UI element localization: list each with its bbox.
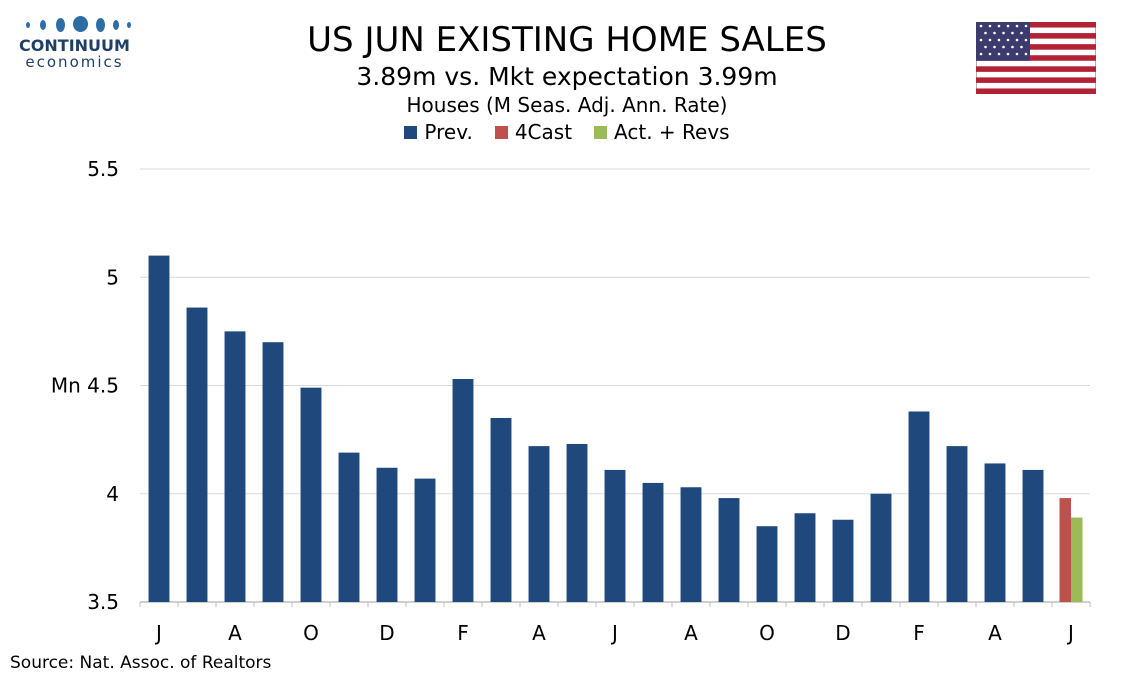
bar-4cast bbox=[1059, 498, 1071, 602]
bar-prev bbox=[566, 443, 588, 602]
chart-unit-label: Houses (M Seas. Adj. Ann. Rate) bbox=[406, 93, 728, 117]
bar-prev bbox=[148, 255, 170, 602]
x-tick-label: F bbox=[913, 621, 925, 645]
bar-prev bbox=[680, 487, 702, 602]
x-tick-label: F bbox=[457, 621, 469, 645]
logo-subtitle: economics bbox=[25, 53, 124, 71]
source-note: Source: Nat. Assoc. of Realtors bbox=[10, 653, 272, 673]
chart-legend: Prev. 4Cast Act. + Revs bbox=[0, 120, 1134, 144]
bar-prev bbox=[908, 411, 930, 602]
x-tick-label: A bbox=[228, 621, 242, 645]
bar-prev bbox=[794, 513, 816, 602]
x-tick-label: J bbox=[154, 621, 162, 645]
y-tick-label: 5.5 bbox=[87, 157, 119, 181]
x-tick-label: J bbox=[1066, 621, 1074, 645]
legend-item-4cast: 4Cast bbox=[494, 120, 573, 144]
bar-prev bbox=[832, 519, 854, 602]
bar-actual bbox=[1071, 517, 1083, 602]
x-tick-label: O bbox=[303, 621, 319, 645]
chart-title: US JUN EXISTING HOME SALES bbox=[307, 20, 827, 60]
us-flag-icon bbox=[976, 22, 1096, 94]
continuum-logo: CONTINUUM economics bbox=[12, 14, 137, 71]
y-tick-label: Mn 4.5 bbox=[51, 374, 119, 398]
x-tick-label: D bbox=[835, 621, 850, 645]
bar-prev bbox=[870, 493, 892, 602]
chart-subtitle: 3.89m vs. Mkt expectation 3.99m bbox=[356, 62, 778, 91]
x-tick-label: J bbox=[610, 621, 618, 645]
legend-item-prev: Prev. bbox=[404, 120, 473, 144]
logo-dots-icon bbox=[12, 14, 137, 36]
y-tick-label: 5 bbox=[106, 265, 119, 289]
bar-prev bbox=[186, 307, 208, 602]
bar-prev bbox=[946, 446, 968, 602]
legend-label-actual: Act. + Revs bbox=[614, 120, 730, 144]
legend-label-4cast: 4Cast bbox=[514, 120, 573, 144]
bar-prev bbox=[528, 446, 550, 602]
legend-swatch-4cast bbox=[494, 125, 508, 139]
legend-label-prev: Prev. bbox=[424, 120, 473, 144]
bar-prev bbox=[984, 463, 1006, 602]
bar-prev bbox=[414, 478, 436, 602]
y-tick-label: 4 bbox=[106, 482, 119, 506]
y-tick-label: 3.5 bbox=[87, 590, 119, 614]
x-tick-label: A bbox=[532, 621, 546, 645]
bar-prev bbox=[490, 417, 512, 602]
bar-prev bbox=[376, 467, 398, 602]
bar-prev bbox=[642, 482, 664, 602]
bar-prev bbox=[262, 342, 284, 602]
bar-prev bbox=[224, 331, 246, 602]
bar-prev bbox=[718, 498, 740, 602]
logo-name: CONTINUUM bbox=[19, 36, 130, 55]
bar-prev bbox=[300, 387, 322, 602]
x-tick-label: A bbox=[684, 621, 698, 645]
x-tick-label: O bbox=[759, 621, 775, 645]
bar-prev bbox=[338, 452, 360, 602]
x-tick-label: D bbox=[379, 621, 394, 645]
bar-prev bbox=[1022, 469, 1044, 602]
legend-item-actual: Act. + Revs bbox=[594, 120, 730, 144]
bar-prev bbox=[604, 469, 626, 602]
legend-swatch-actual bbox=[594, 125, 608, 139]
bar-prev bbox=[452, 379, 474, 602]
bar-prev bbox=[756, 526, 778, 602]
x-tick-label: A bbox=[988, 621, 1002, 645]
legend-swatch-prev bbox=[404, 125, 418, 139]
